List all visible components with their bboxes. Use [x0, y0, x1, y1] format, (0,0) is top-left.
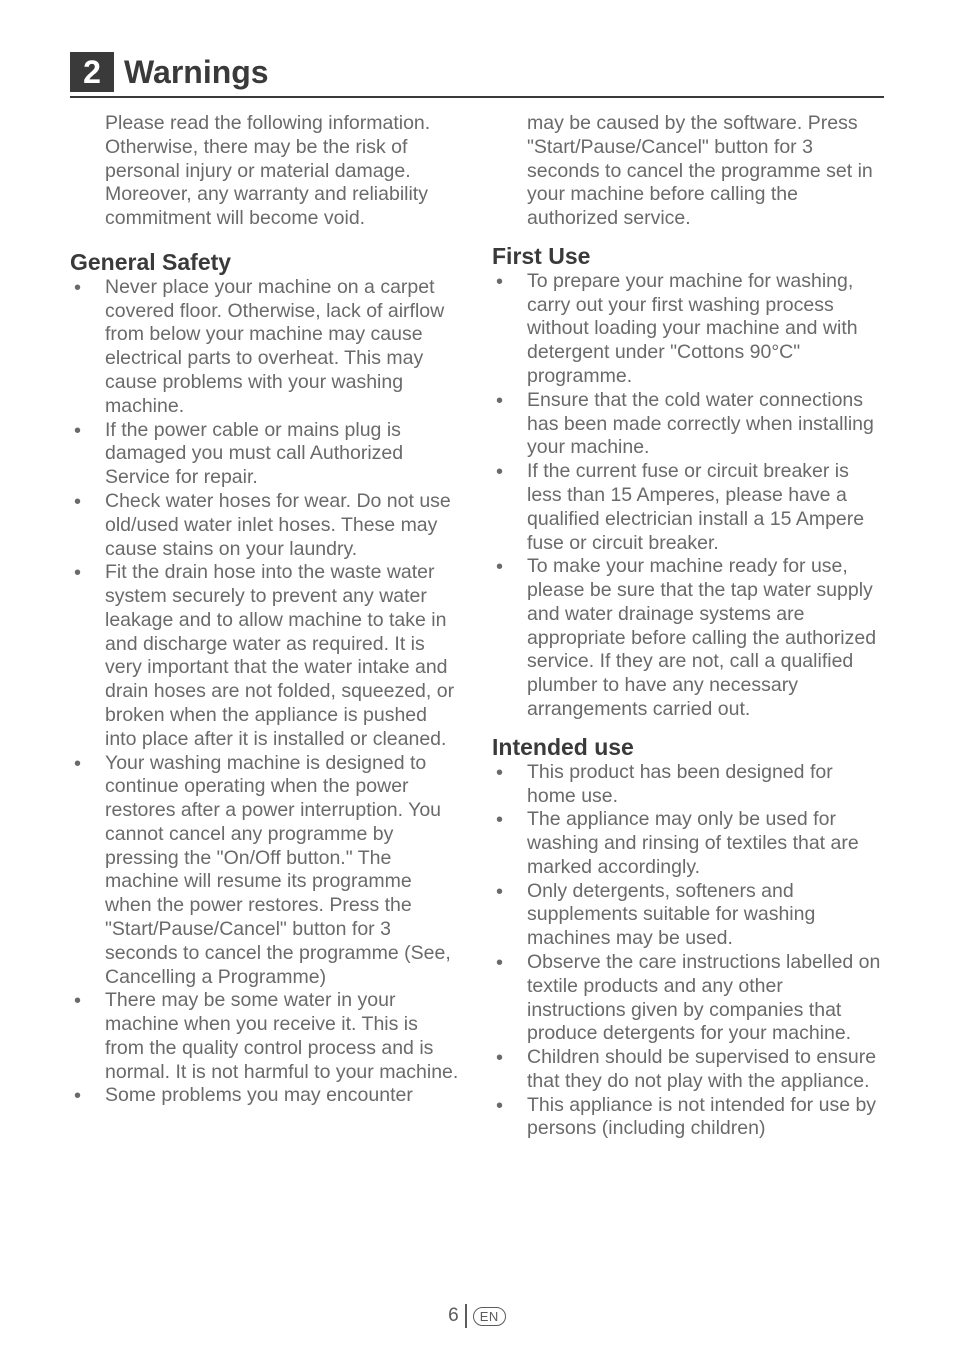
list-item: To prepare your machine for washing, car…: [492, 270, 884, 389]
first-use-list: To prepare your machine for washing, car…: [492, 270, 884, 722]
list-item: If the power cable or mains plug is dama…: [70, 419, 462, 490]
left-column: Please read the following information. O…: [70, 112, 462, 1141]
language-pill: EN: [473, 1307, 506, 1326]
list-item: Never place your machine on a carpet cov…: [70, 276, 462, 419]
list-item: Only detergents, softeners and supplemen…: [492, 880, 884, 951]
page-content: 2 Warnings Please read the following inf…: [0, 0, 954, 1141]
general-safety-list: Never place your machine on a carpet cov…: [70, 276, 462, 1108]
list-item: The appliance may only be used for washi…: [492, 808, 884, 879]
section-title: Warnings: [124, 54, 269, 91]
page-footer: 6 EN: [0, 1304, 954, 1328]
intended-use-list: This product has been designed for home …: [492, 761, 884, 1142]
list-item: To make your machine ready for use, plea…: [492, 555, 884, 721]
list-item: Observe the care instructions labelled o…: [492, 951, 884, 1046]
page-number: 6: [448, 1305, 459, 1327]
list-item: Check water hoses for wear. Do not use o…: [70, 490, 462, 561]
heading-intended-use: Intended use: [492, 734, 884, 761]
section-number: 2: [83, 54, 101, 91]
list-item: Ensure that the cold water connections h…: [492, 389, 884, 460]
section-number-box: 2: [70, 52, 114, 92]
heading-general-safety: General Safety: [70, 249, 462, 276]
right-column: may be caused by the software. Press "St…: [492, 112, 884, 1141]
list-item: This product has been designed for home …: [492, 761, 884, 809]
list-item: Fit the drain hose into the waste water …: [70, 561, 462, 751]
list-item: There may be some water in your machine …: [70, 989, 462, 1084]
section-header: 2 Warnings: [70, 52, 884, 98]
list-item: Children should be supervised to ensure …: [492, 1046, 884, 1094]
footer-divider: [465, 1304, 467, 1328]
two-column-layout: Please read the following information. O…: [70, 112, 884, 1141]
list-item: This appliance is not intended for use b…: [492, 1094, 884, 1142]
list-item: Some problems you may encounter: [70, 1084, 462, 1108]
list-item: If the current fuse or circuit breaker i…: [492, 460, 884, 555]
intro-paragraph: Please read the following information. O…: [105, 112, 462, 231]
heading-first-use: First Use: [492, 243, 884, 270]
list-item: Your washing machine is designed to cont…: [70, 752, 462, 990]
continuation-paragraph: may be caused by the software. Press "St…: [527, 112, 884, 231]
